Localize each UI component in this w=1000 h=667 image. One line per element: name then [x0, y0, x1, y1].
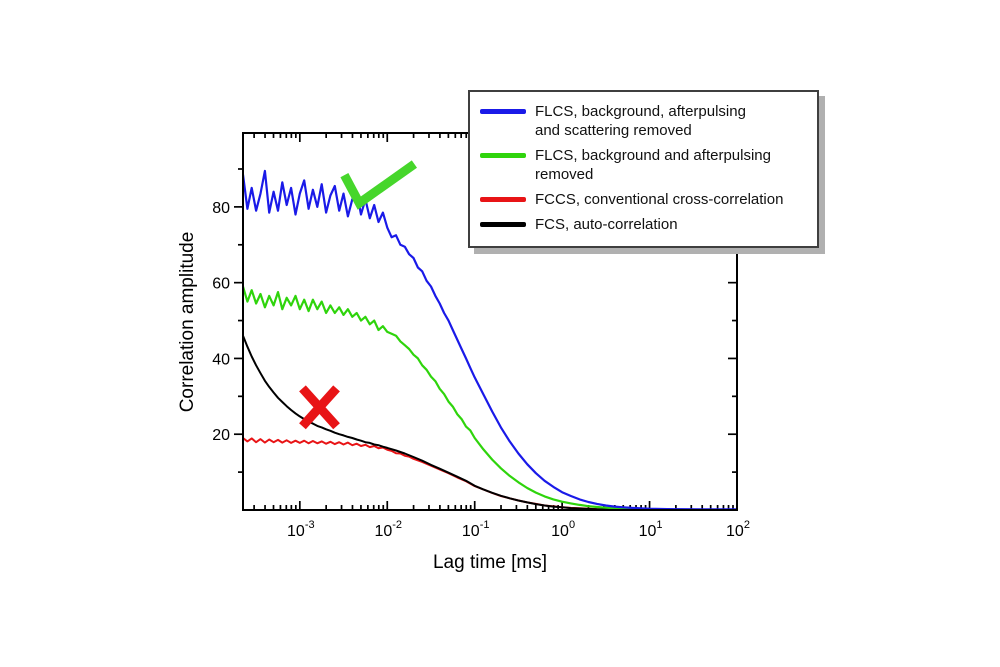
curve-fccs: [243, 437, 737, 510]
y-axis-title: Correlation amplitude: [177, 232, 198, 413]
legend-label: FLCS, background, afterpulsing and scatt…: [535, 103, 746, 140]
y-tick-label: 20: [212, 427, 230, 444]
legend-item: FCS, auto-correlation: [480, 215, 809, 234]
legend-line-swatch: [480, 109, 526, 114]
legend-box: FLCS, background, afterpulsing and scatt…: [468, 90, 819, 249]
legend-item: FLCS, background, afterpulsing and scatt…: [480, 102, 809, 140]
x-tick-label: 101: [639, 519, 663, 540]
x-tick-label: 100: [551, 519, 575, 540]
legend-item: FLCS, background and afterpulsing remove…: [480, 146, 809, 184]
legend-label: FCCS, conventional cross-correlation: [535, 191, 784, 209]
x-axis-title: Lag time [ms]: [433, 552, 547, 573]
y-tick-label: 80: [212, 200, 230, 217]
axis-tick-labels: 10-3 10-2 10-1 100 101 102 20 40 60 80: [212, 200, 750, 540]
legend-line-swatch: [480, 222, 526, 228]
legend-line-swatch: [480, 153, 526, 159]
legend-item: FCCS, conventional cross-correlation: [480, 190, 809, 209]
plot-annotations: [299, 160, 417, 430]
legend-label: FCS, auto-correlation: [535, 216, 678, 234]
x-tick-label: 102: [726, 519, 750, 540]
curve-fcs: [243, 334, 737, 510]
x-tick-label: 10-1: [462, 519, 490, 540]
y-tick-label: 40: [212, 351, 230, 368]
cross-mark-icon: [299, 385, 340, 430]
legend-line-swatch: [480, 197, 526, 203]
legend-label: FLCS, background and afterpulsing remove…: [535, 147, 771, 184]
curve-flcs: [243, 169, 737, 510]
y-tick-label: 60: [212, 276, 230, 293]
curve-flcs: [243, 285, 737, 510]
x-tick-label: 10-3: [287, 519, 315, 540]
x-tick-label: 10-2: [374, 519, 402, 540]
check-mark-icon: [340, 160, 417, 210]
